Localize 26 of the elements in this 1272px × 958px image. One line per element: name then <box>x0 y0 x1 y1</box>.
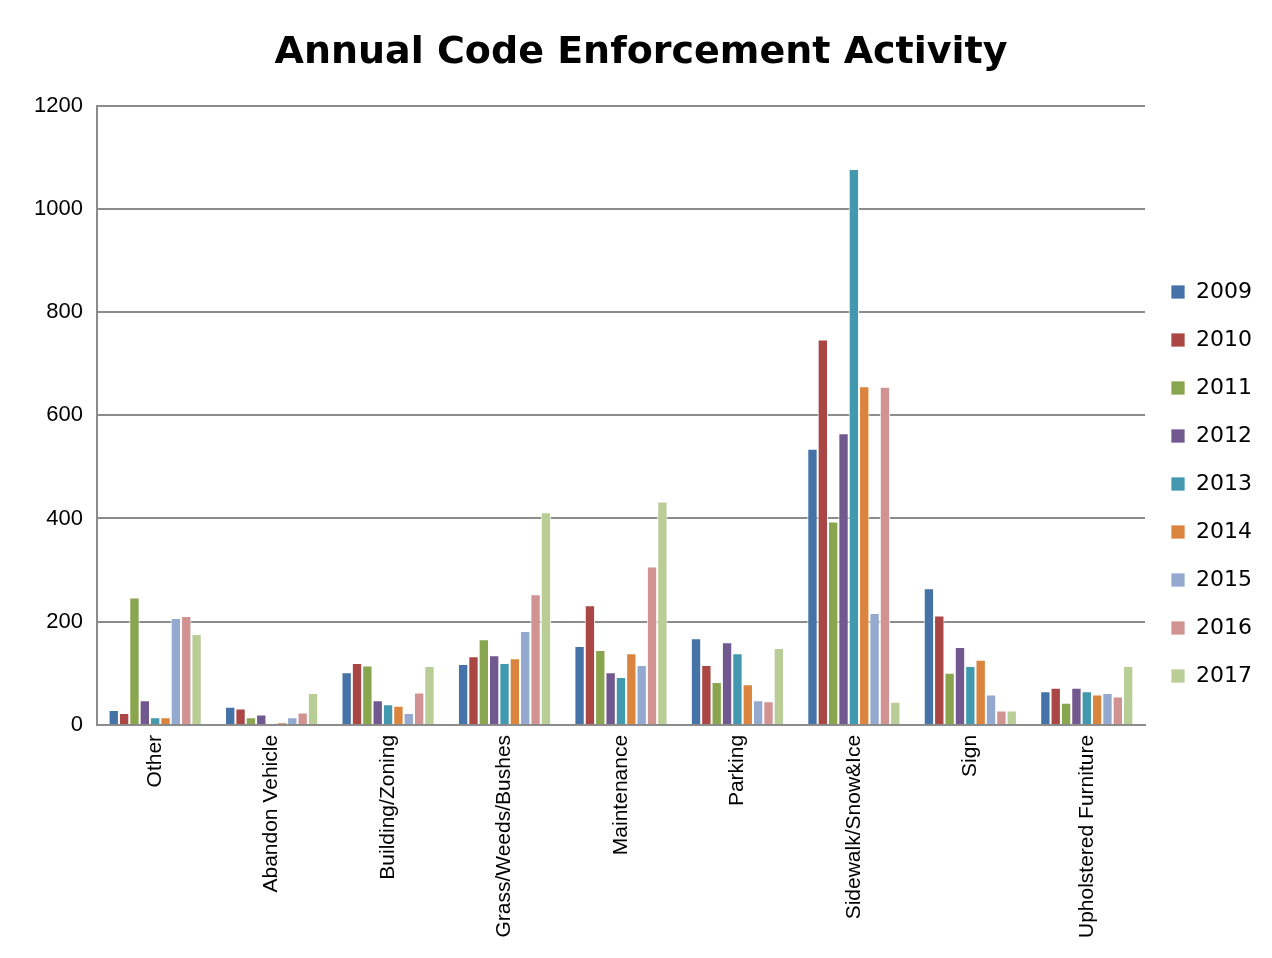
legend-label: 2017 <box>1196 661 1253 687</box>
x-tick-label: Grass/Weeds/Bushes <box>491 734 515 938</box>
y-tick-label: 200 <box>46 607 83 633</box>
x-tick-label: Upholstered Furniture <box>1073 734 1097 939</box>
legend-label: 2010 <box>1196 325 1253 351</box>
y-tick-label: 0 <box>70 710 83 736</box>
x-tick-label: Other <box>141 734 165 788</box>
y-tick-label: 1000 <box>33 194 83 220</box>
legend-label: 2013 <box>1196 469 1253 495</box>
legend-label: 2016 <box>1196 613 1253 639</box>
x-tick-label: Maintenance <box>607 734 631 856</box>
y-tick-label: 400 <box>46 504 83 530</box>
legend-label: 2014 <box>1196 517 1253 543</box>
legend-label: 2012 <box>1196 421 1253 447</box>
legend-label: 2009 <box>1196 277 1253 303</box>
x-tick-label: Sign <box>957 734 981 777</box>
legend-label: 2011 <box>1196 373 1253 399</box>
y-tick-label: 600 <box>46 401 83 427</box>
x-tick-label: Building/Zoning <box>374 734 398 880</box>
chart-title: Annual Code Enforcement Activity <box>274 27 1008 72</box>
x-tick-label: Abandon Vehicle <box>258 734 282 893</box>
y-tick-label: 1200 <box>33 91 83 117</box>
x-tick-label: Sidewalk/Snow&Ice <box>840 734 864 920</box>
x-tick-label: Parking <box>724 734 748 807</box>
legend-label: 2015 <box>1196 565 1253 591</box>
y-tick-label: 800 <box>46 298 83 324</box>
